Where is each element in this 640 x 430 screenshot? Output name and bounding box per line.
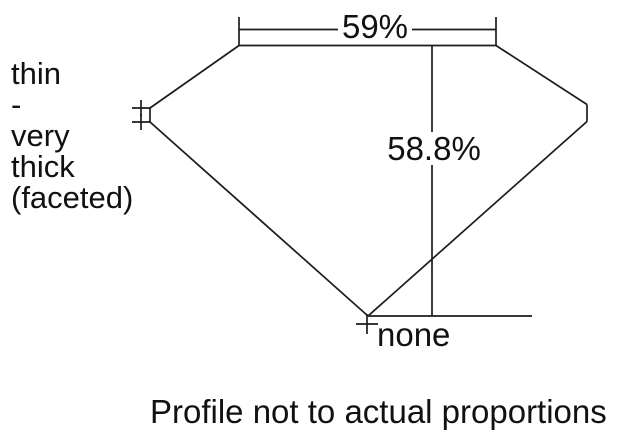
- girdle-label-line-2: -: [11, 87, 22, 122]
- diagram-line-group: [132, 17, 588, 334]
- crown-line-right: [495, 44, 588, 106]
- girdle-plus-tick-top-icon: [132, 100, 151, 116]
- crown-line-left: [149, 44, 240, 109]
- girdle-label-line-3: very: [11, 118, 70, 153]
- culet-plus-tick-icon: [356, 314, 378, 334]
- table-percentage-label: 59%: [337, 10, 413, 43]
- culet-label: none: [377, 316, 451, 353]
- girdle-label-line-4: thick: [11, 149, 75, 184]
- girdle-label-line-1: thin: [11, 56, 61, 91]
- depth-percentage-label: 58.8%: [383, 132, 485, 165]
- pavilion-line-right: [367, 120, 588, 317]
- girdle-label-line-5: (faceted): [11, 180, 134, 215]
- girdle-plus-tick-bottom-icon: [132, 114, 151, 130]
- girdle-thickness-label: thin - very thick (faceted): [11, 58, 133, 213]
- caption-text: Profile not to actual proportions: [150, 393, 607, 430]
- pavilion-line-left: [149, 121, 369, 317]
